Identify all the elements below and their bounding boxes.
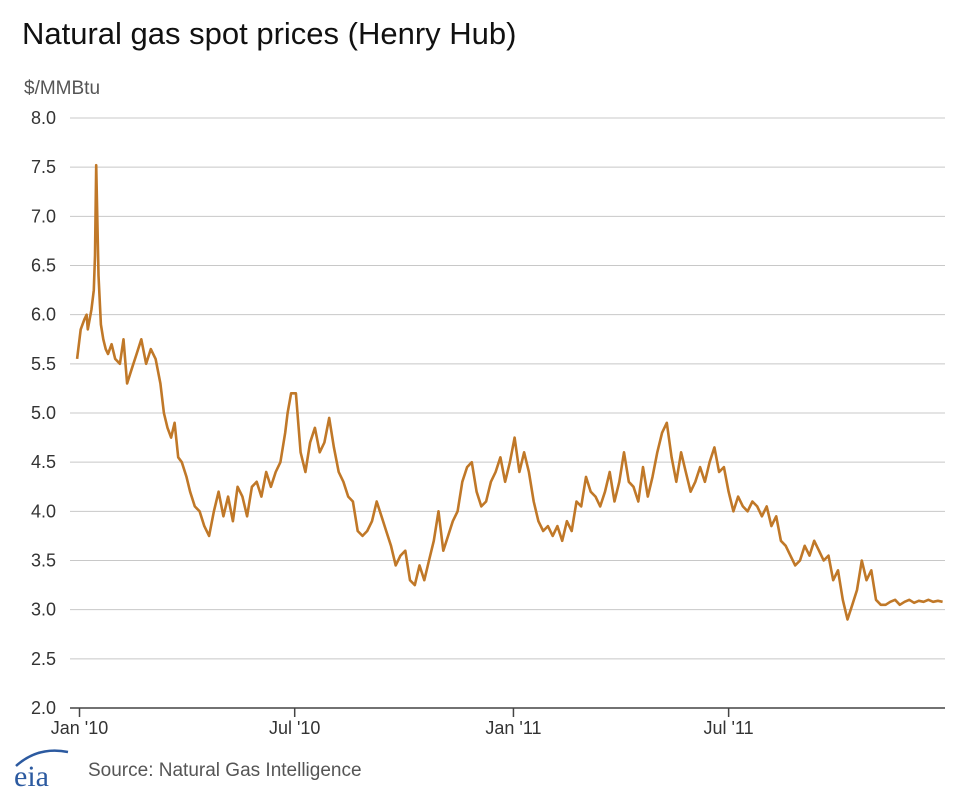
y-tick-label: 4.5 [31, 452, 56, 472]
eia-logo: eia [14, 749, 69, 793]
x-tick-label: Jul '10 [269, 718, 320, 738]
y-tick-label: 7.5 [31, 157, 56, 177]
grid-lines [70, 117, 945, 660]
henry-hub-price-line [75, 163, 943, 621]
logo-arc [15, 749, 69, 767]
y-tick-label: 2.5 [31, 649, 56, 669]
y-tick-label: 8.0 [31, 108, 56, 128]
y-tick-label: 3.0 [31, 600, 56, 620]
y-tick-labels: 2.0 2.5 3.0 3.5 4.0 4.5 5.0 5.5 6.0 6.5 7.0 7.5 8.0 [31, 108, 56, 718]
y-tick-label: 5.0 [31, 403, 56, 423]
x-tick-label: Jul '11 [704, 718, 754, 738]
x-axis [70, 707, 945, 717]
y-tick-label: 4.0 [31, 501, 56, 521]
source-note: Source: Natural Gas Intelligence [88, 760, 362, 781]
y-tick-label: 7.0 [31, 206, 56, 226]
chart-title: Natural gas spot prices (Henry Hub) [22, 16, 517, 51]
x-tick-labels: Jan '10 Jul '10 Jan '11 Jul '11 [51, 718, 754, 738]
y-tick-label: 6.5 [31, 256, 56, 276]
y-tick-label: 5.5 [31, 354, 56, 374]
y-tick-label: 2.0 [31, 698, 56, 718]
y-tick-label: 3.5 [31, 551, 56, 571]
y-tick-label: 6.0 [31, 305, 56, 325]
x-tick-label: Jan '10 [51, 718, 108, 738]
y-axis-unit-label: $/MMBtu [24, 78, 101, 99]
logo-text: eia [14, 760, 49, 793]
x-tick-label: Jan '11 [485, 718, 541, 738]
